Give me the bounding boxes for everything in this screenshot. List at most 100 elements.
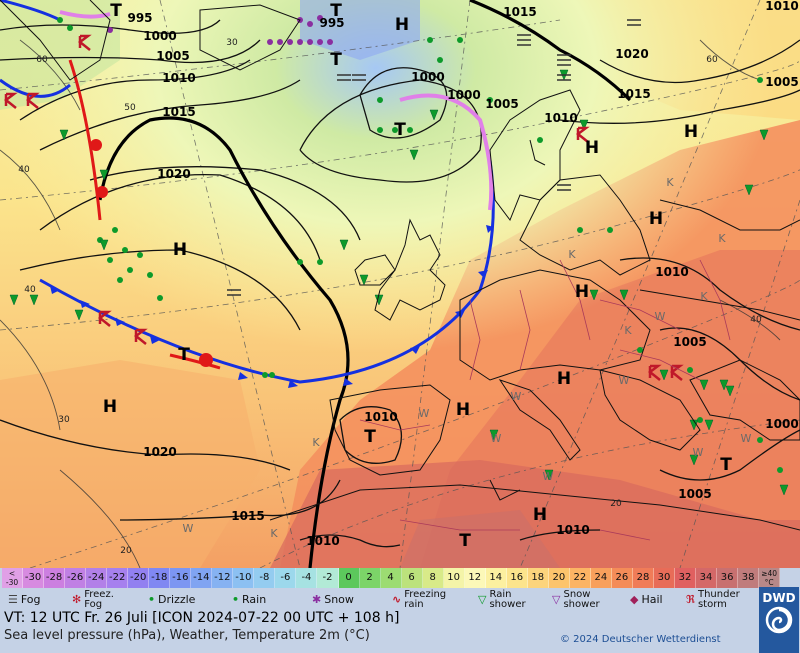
scale-cell: 24	[590, 568, 612, 588]
high-pressure-marker: H	[533, 505, 547, 525]
high-pressure-marker: H	[684, 122, 698, 142]
k-mark: K	[568, 248, 576, 261]
temperature-color-scale: < -30 -30 -28 -26 -24 -22 -20 -18 -16 -14 -12 -10 -8…	[2, 568, 781, 588]
scale-cell: 4	[380, 568, 402, 588]
legend-symbol-icon: ✱	[312, 593, 322, 606]
scale-cell: 34	[696, 568, 718, 588]
pressure-label: 1000	[765, 417, 798, 431]
scale-cell: 36	[717, 568, 739, 588]
w-mark: W	[419, 407, 430, 420]
k-mark: K	[624, 324, 632, 337]
scale-cell: -14	[191, 568, 213, 588]
scale-cell: 38	[738, 568, 760, 588]
scale-cell: 16	[506, 568, 528, 588]
legend-symbol-icon: •	[232, 593, 240, 606]
scale-cell: 0	[338, 568, 360, 588]
pressure-label: 1000	[447, 88, 480, 102]
k-mark: K	[700, 290, 708, 303]
low-pressure-marker: T	[110, 1, 122, 21]
pressure-label: 1010	[162, 71, 195, 85]
scale-cell: -12	[212, 568, 234, 588]
scale-cell: 12	[464, 568, 486, 588]
w-mark: W	[619, 374, 630, 387]
w-mark: W	[491, 432, 502, 445]
high-pressure-marker: H	[173, 240, 187, 260]
scale-cell: -26	[65, 568, 87, 588]
legend-symbol-label: Fog	[20, 593, 41, 606]
temperature-contour-label: 50	[124, 103, 136, 113]
legend-symbol-label: Hail	[641, 593, 663, 606]
scale-cell: 22	[569, 568, 591, 588]
scale-cell: ≥40 °C	[759, 568, 781, 588]
scale-cell: -20	[128, 568, 150, 588]
pressure-label: 1015	[617, 87, 650, 101]
pressure-label: 1000	[411, 70, 444, 84]
legend-symbol-icon: ◆	[630, 593, 639, 606]
legend-symbol: ℜ Thunder storm	[686, 589, 740, 611]
w-mark: W	[693, 446, 704, 459]
scale-cell: 10	[443, 568, 465, 588]
temperature-contour-label: 40	[18, 165, 30, 175]
scale-cell: -10	[233, 568, 255, 588]
scale-cell: -8	[254, 568, 276, 588]
pressure-label: 1015	[162, 105, 195, 119]
low-pressure-marker: T	[178, 345, 190, 365]
low-pressure-marker: T	[720, 455, 732, 475]
high-pressure-marker: H	[585, 138, 599, 158]
legend-symbol-icon: ☰	[8, 593, 18, 606]
pressure-label: 1005	[765, 75, 798, 89]
w-mark: W	[655, 310, 666, 323]
legend-symbol: • Rain	[232, 589, 266, 611]
dwd-swirl-icon	[765, 606, 793, 634]
pressure-label: 995	[127, 11, 152, 25]
pressure-label: 995	[319, 16, 344, 30]
temperature-contour-label: 60	[36, 55, 48, 65]
high-pressure-marker: H	[649, 209, 663, 229]
legend-symbol-icon: ✻	[72, 593, 82, 606]
temperature-contour-label: 60	[706, 55, 718, 65]
legend-symbol-label: Thunder storm	[697, 589, 740, 610]
scale-cell: 18	[527, 568, 549, 588]
legend-symbol-icon: •	[148, 593, 156, 606]
legend-panel: < -30 -30 -28 -26 -24 -22 -20 -18 -16 -14 -12 -10 -8…	[0, 568, 800, 653]
pressure-label: 1005	[156, 49, 189, 63]
legend-symbol-label: Drizzle	[158, 593, 196, 606]
legend-symbol-label: Freezing rain	[404, 589, 447, 610]
legend-symbol-icon: ℜ	[686, 593, 695, 606]
scale-cell: 28	[632, 568, 654, 588]
temperature-contour-label: 20	[120, 546, 132, 556]
legend-symbol: ✻ Freez. Fog	[72, 589, 114, 611]
scale-cell: 2	[359, 568, 381, 588]
pressure-label: 1015	[231, 509, 264, 523]
scale-cell: -4	[296, 568, 318, 588]
pressure-label: 1020	[143, 445, 176, 459]
pressure-label: 1005	[485, 97, 518, 111]
w-mark: W	[183, 522, 194, 535]
scale-cell: < -30	[2, 568, 24, 588]
high-pressure-marker: H	[575, 282, 589, 302]
scale-cell: -16	[170, 568, 192, 588]
scale-cell: 6	[401, 568, 423, 588]
pressure-label: 1020	[157, 167, 190, 181]
valid-time: VT: 12 UTC Fr. 26 Juli [ICON 2024-07-22 …	[4, 610, 400, 626]
low-pressure-marker: T	[394, 120, 406, 140]
pressure-label: 1005	[673, 335, 706, 349]
legend-symbol-label: Freez. Fog	[84, 589, 114, 610]
dwd-logo: DWD	[759, 587, 799, 653]
scale-cell: 20	[548, 568, 570, 588]
legend-symbol-label: Rain	[242, 593, 267, 606]
scale-cell: 32	[675, 568, 697, 588]
k-mark: K	[312, 436, 320, 449]
legend-symbol-icon: ∿	[392, 593, 402, 606]
low-pressure-marker: T	[330, 1, 342, 21]
w-mark: W	[511, 390, 522, 403]
legend-symbol: ∿ Freezing rain	[392, 589, 446, 611]
scale-cell: -22	[107, 568, 129, 588]
copyright: © 2024 Deutscher Wetterdienst	[560, 634, 721, 645]
low-pressure-marker: T	[330, 50, 342, 70]
pressure-label: 1010	[655, 265, 688, 279]
scale-cell: -30	[23, 568, 45, 588]
pressure-label: 1010	[765, 0, 798, 13]
legend-symbol-icon: ▽	[478, 593, 487, 606]
scale-cell: 14	[485, 568, 507, 588]
